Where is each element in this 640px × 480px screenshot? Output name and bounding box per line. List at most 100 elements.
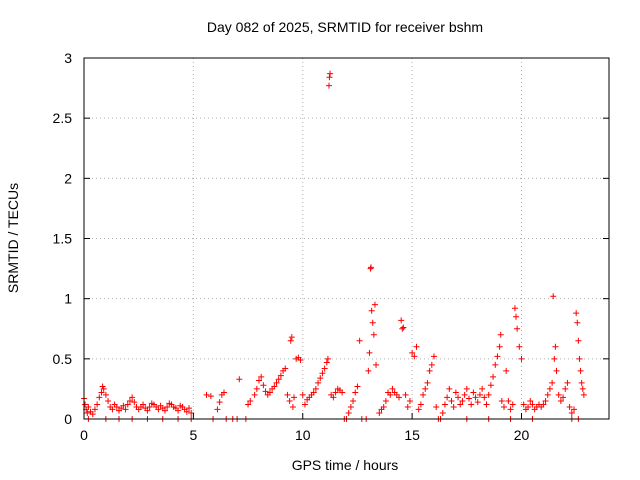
data-point <box>552 343 559 350</box>
data-point <box>256 377 262 384</box>
data-point <box>441 401 448 408</box>
data-point <box>496 343 503 350</box>
data-point <box>413 343 420 350</box>
data-point <box>82 401 89 408</box>
data-point <box>494 353 501 360</box>
y-tick-label: 0.5 <box>53 351 73 367</box>
data-points <box>81 70 587 422</box>
data-point <box>105 397 112 404</box>
data-point <box>406 397 413 404</box>
data-point <box>459 397 466 404</box>
data-point <box>550 293 557 300</box>
data-point <box>113 403 120 410</box>
y-tick-label: 0 <box>64 411 72 427</box>
data-point <box>520 401 527 408</box>
data-point <box>399 325 406 332</box>
data-point <box>501 403 507 410</box>
data-point <box>120 402 127 409</box>
data-point <box>376 409 383 416</box>
data-point <box>578 379 585 386</box>
data-point <box>446 385 453 392</box>
data-point <box>555 391 562 398</box>
data-point <box>518 355 525 362</box>
data-point <box>126 397 133 404</box>
data-point <box>396 394 402 401</box>
data-point <box>321 365 328 372</box>
data-point <box>560 394 567 401</box>
data-point <box>102 391 109 398</box>
data-point <box>509 401 516 408</box>
data-point <box>253 385 260 392</box>
data-point <box>525 403 532 410</box>
data-point <box>513 313 520 320</box>
data-point <box>124 401 131 408</box>
data-point <box>387 391 394 398</box>
data-point <box>330 394 337 401</box>
data-point <box>549 379 556 386</box>
data-point <box>183 408 190 415</box>
data-point <box>380 403 387 410</box>
data-point <box>319 370 326 377</box>
data-point <box>245 401 252 408</box>
data-point <box>402 391 409 398</box>
data-point <box>553 367 560 374</box>
data-point <box>476 391 483 398</box>
data-point <box>568 409 575 416</box>
data-point <box>236 376 243 383</box>
data-point <box>481 394 488 401</box>
data-point <box>260 382 267 389</box>
data-point <box>366 349 373 356</box>
data-point <box>411 353 418 360</box>
data-point <box>420 391 427 398</box>
data-point <box>91 406 98 413</box>
x-tick-label: 5 <box>189 427 197 443</box>
y-tick-label: 2 <box>64 170 72 186</box>
data-point <box>426 367 433 374</box>
data-point <box>286 397 293 404</box>
data-point <box>428 361 435 368</box>
data-point <box>273 379 280 386</box>
data-point <box>527 397 534 404</box>
data-point <box>579 385 586 392</box>
data-point <box>356 337 363 344</box>
data-point <box>409 349 416 356</box>
data-point <box>540 401 547 408</box>
data-point <box>448 397 455 404</box>
grid-lines <box>84 58 609 419</box>
data-point <box>347 403 354 410</box>
data-point <box>450 403 457 410</box>
data-point <box>505 397 512 404</box>
data-point <box>161 407 168 414</box>
data-point <box>444 394 451 401</box>
data-point <box>461 391 468 398</box>
data-point <box>514 325 521 332</box>
y-tick-label: 3 <box>64 50 72 66</box>
data-point <box>323 359 330 366</box>
data-point <box>382 397 389 404</box>
data-point <box>188 409 195 416</box>
data-point <box>203 391 210 398</box>
data-point <box>312 385 319 392</box>
data-point <box>284 391 291 398</box>
data-point <box>573 310 580 317</box>
data-point <box>497 331 504 338</box>
data-point <box>389 385 396 392</box>
data-point <box>350 397 357 404</box>
data-point <box>109 406 116 413</box>
y-tick-label: 1 <box>64 291 72 307</box>
data-point <box>422 385 429 392</box>
data-point <box>146 403 153 410</box>
data-point <box>546 385 553 392</box>
data-point <box>580 391 587 398</box>
data-point <box>129 394 136 401</box>
data-point <box>368 307 375 314</box>
data-point <box>571 406 577 413</box>
data-point <box>258 373 265 380</box>
data-point <box>470 389 477 396</box>
data-point <box>140 401 147 408</box>
data-point <box>557 397 564 404</box>
data-point <box>404 403 411 410</box>
data-point <box>368 264 374 271</box>
data-point <box>503 367 510 374</box>
data-point <box>457 401 464 408</box>
